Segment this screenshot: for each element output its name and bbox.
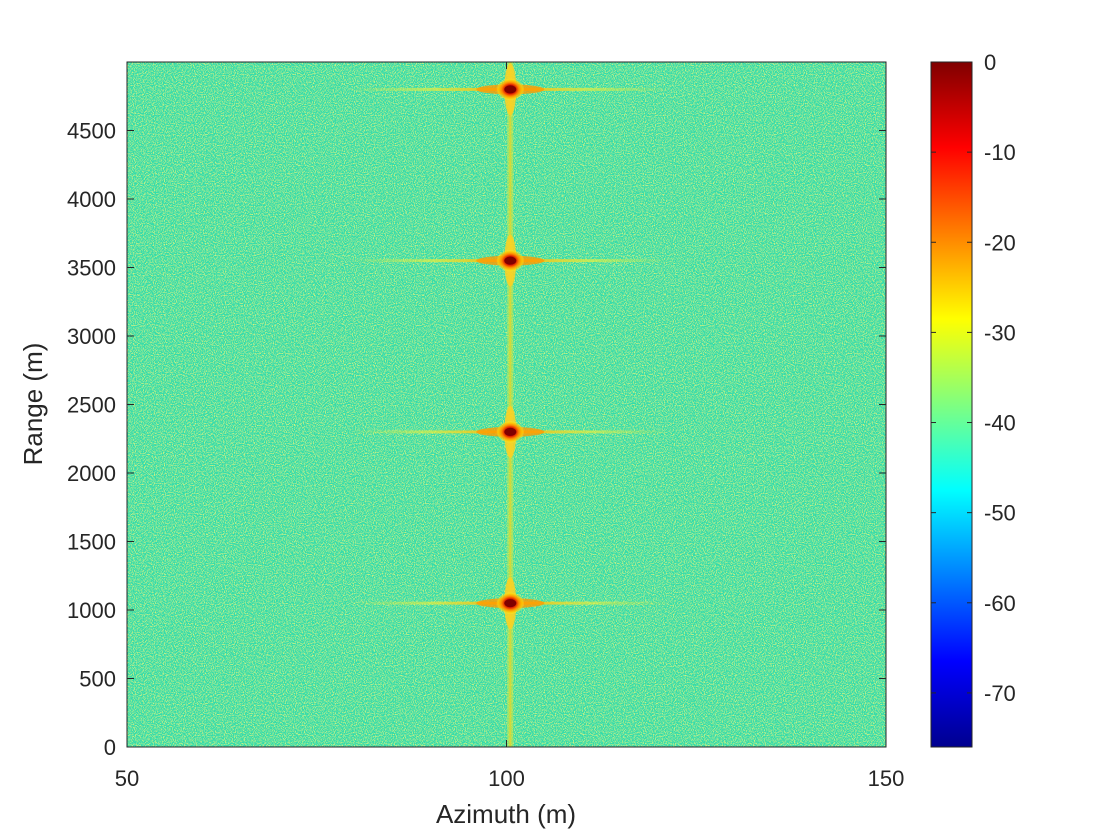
y-tick-label: 2500 [67,393,116,418]
colorbar-tick-label: -30 [984,320,1016,345]
y-tick-label: 500 [79,667,116,692]
colorbar-tick-label: 0 [984,50,996,75]
colorbar-tick-label: -20 [984,230,1016,255]
colorbar-tick-label: -70 [984,681,1016,706]
y-tick-label: 1000 [67,598,116,623]
x-tick-label: 50 [115,766,139,791]
point-target-peak [504,85,517,94]
y-axis: 0 500 1000 1500 2000 2500 3000 3500 4000 4500 [67,119,886,760]
y-tick-label: 2000 [67,461,116,486]
point-target-peak [504,599,517,608]
y-tick-label: 3000 [67,324,116,349]
colorbar-tick-label: -10 [984,140,1016,165]
colorbar [930,61,973,748]
heatmap-plot [127,62,886,747]
colorbar-tick-label: -60 [984,591,1016,616]
azimuth-sidelobe-core [509,62,512,747]
y-tick-label: 3500 [67,256,116,281]
point-target-peak [504,256,517,265]
colorbar-tick-label: -50 [984,501,1016,526]
x-tick-label: 150 [868,766,905,791]
y-tick-label: 0 [104,735,116,760]
colorbar-ticks: 0 -10 -20 -30 -40 -50 -60 -70 [931,50,1016,706]
y-axis-label: Range (m) [18,343,48,466]
heatmap-background [127,62,886,747]
y-tick-label: 4500 [67,119,116,144]
point-target-layer [350,62,671,747]
point-target-peak [504,427,517,436]
colorbar-tick-label: -40 [984,411,1016,436]
x-axis: 50 100 150 [115,62,905,791]
x-tick-label: 100 [488,766,525,791]
y-tick-label: 1500 [67,530,116,555]
x-axis-label: Azimuth (m) [436,799,576,829]
y-tick-label: 4000 [67,187,116,212]
